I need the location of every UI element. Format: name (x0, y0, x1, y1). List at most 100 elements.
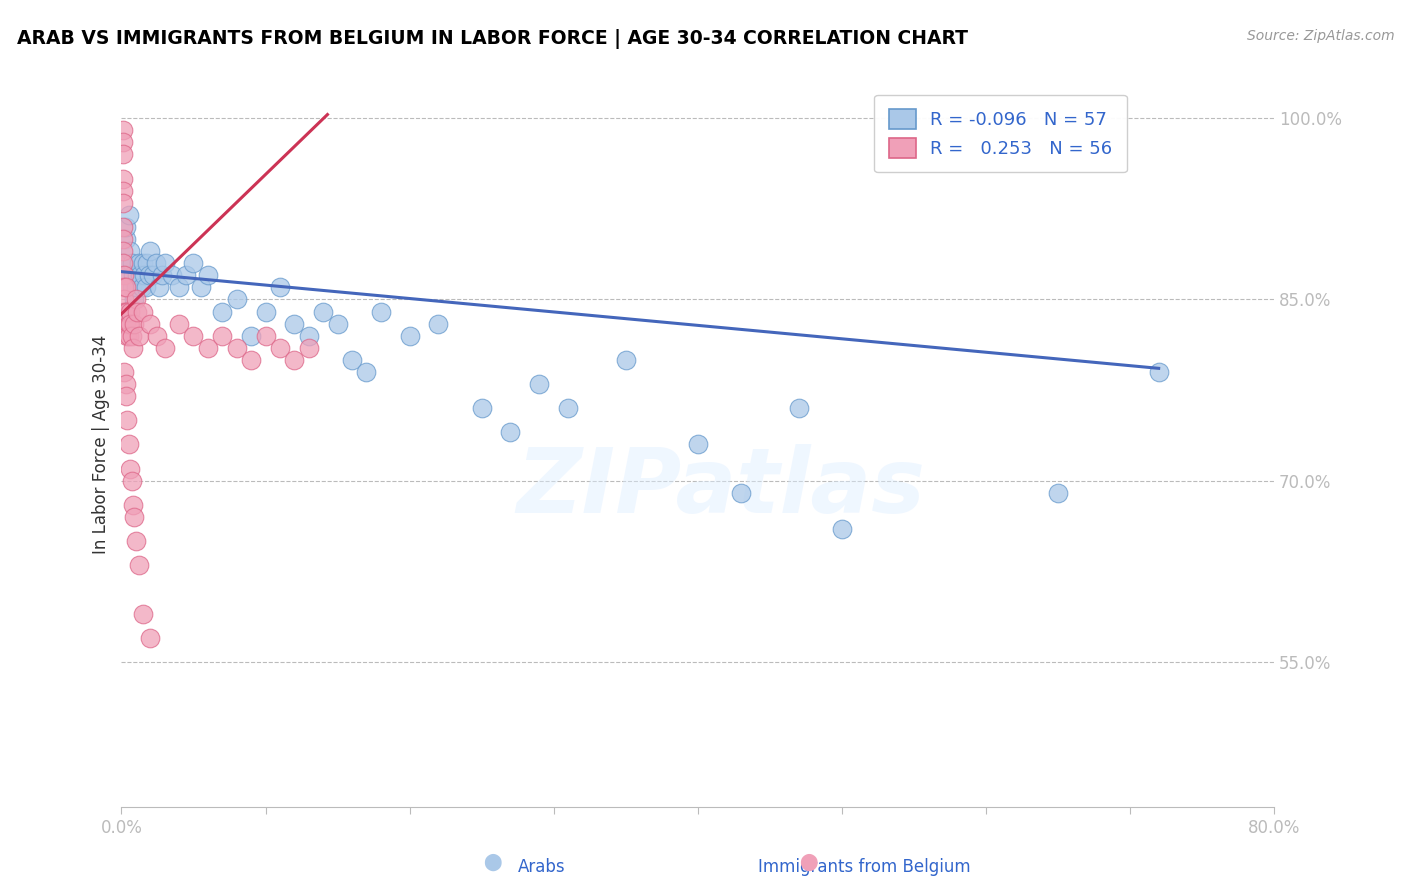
Point (111, 136, 134, 150)
Point (831, 522, 853, 536)
Point (120, 317, 142, 331)
Point (120, 304, 142, 318)
Point (125, 534, 148, 549)
Point (340, 352, 363, 367)
Point (312, 304, 335, 318)
Point (298, 328, 321, 343)
Point (167, 280, 190, 294)
Point (117, 317, 139, 331)
Point (211, 304, 233, 318)
Point (427, 317, 450, 331)
Point (111, 256, 134, 270)
Text: Immigrants from Belgium: Immigrants from Belgium (758, 858, 972, 876)
Point (146, 328, 169, 343)
Point (283, 352, 305, 367)
Point (356, 365, 378, 379)
Point (298, 341, 321, 355)
Point (114, 317, 136, 331)
Point (121, 474, 143, 488)
Point (114, 219, 136, 234)
Legend: R = -0.096   N = 57, R =   0.253   N = 56: R = -0.096 N = 57, R = 0.253 N = 56 (875, 95, 1126, 172)
Point (1046, 485, 1069, 500)
Point (111, 147, 134, 161)
Point (174, 268, 197, 283)
Point (167, 317, 190, 331)
Text: Arabs: Arabs (517, 858, 565, 876)
Point (269, 341, 291, 355)
Point (120, 461, 142, 475)
Point (124, 293, 146, 307)
Point (211, 328, 233, 343)
Point (283, 317, 305, 331)
Point (190, 280, 212, 294)
Point (153, 256, 176, 270)
Point (131, 280, 153, 294)
Point (111, 123, 134, 137)
Point (114, 377, 136, 392)
Point (112, 268, 135, 283)
Point (128, 558, 150, 573)
Point (398, 328, 420, 343)
Point (122, 268, 145, 283)
Point (254, 328, 277, 343)
Point (122, 341, 145, 355)
Point (121, 256, 143, 270)
Point (326, 317, 349, 331)
Point (114, 232, 136, 246)
Point (471, 401, 494, 416)
Point (183, 328, 205, 343)
Point (111, 219, 134, 234)
Point (112, 280, 135, 294)
Point (139, 317, 162, 331)
Point (160, 268, 183, 283)
Point (112, 365, 135, 379)
Point (138, 268, 160, 283)
Point (132, 256, 155, 270)
Point (115, 268, 138, 283)
Text: ⬤: ⬤ (799, 854, 818, 871)
Point (225, 341, 247, 355)
Point (120, 244, 142, 259)
Point (114, 304, 136, 318)
Point (132, 304, 155, 318)
Point (686, 437, 709, 451)
Point (115, 328, 138, 343)
Point (614, 352, 637, 367)
Point (127, 304, 149, 318)
Point (122, 498, 145, 512)
Point (730, 485, 752, 500)
Point (135, 280, 157, 294)
Point (124, 317, 146, 331)
Point (225, 293, 247, 307)
Point (125, 293, 148, 307)
Point (117, 437, 139, 451)
Point (128, 256, 150, 270)
Y-axis label: In Labor Force | Age 30-34: In Labor Force | Age 30-34 (93, 334, 110, 554)
Point (111, 195, 134, 210)
Point (117, 208, 139, 222)
Text: ZIPatlas: ZIPatlas (516, 444, 925, 532)
Point (499, 425, 522, 440)
Point (269, 280, 291, 294)
Point (129, 268, 152, 283)
Point (121, 328, 143, 343)
Point (1147, 365, 1170, 379)
Point (557, 401, 579, 416)
Point (112, 304, 135, 318)
Point (124, 510, 146, 524)
Text: ARAB VS IMMIGRANTS FROM BELGIUM IN LABOR FORCE | AGE 30-34 CORRELATION CHART: ARAB VS IMMIGRANTS FROM BELGIUM IN LABOR… (17, 29, 967, 49)
Point (370, 304, 392, 318)
Text: Source: ZipAtlas.com: Source: ZipAtlas.com (1247, 29, 1395, 43)
Point (111, 184, 134, 198)
Point (114, 389, 136, 403)
Point (112, 293, 135, 307)
Point (240, 352, 263, 367)
Point (117, 328, 139, 343)
Point (121, 280, 143, 294)
Point (150, 268, 173, 283)
Point (139, 631, 162, 645)
Point (111, 244, 134, 259)
Point (115, 413, 138, 427)
Point (115, 304, 138, 318)
Point (114, 280, 136, 294)
